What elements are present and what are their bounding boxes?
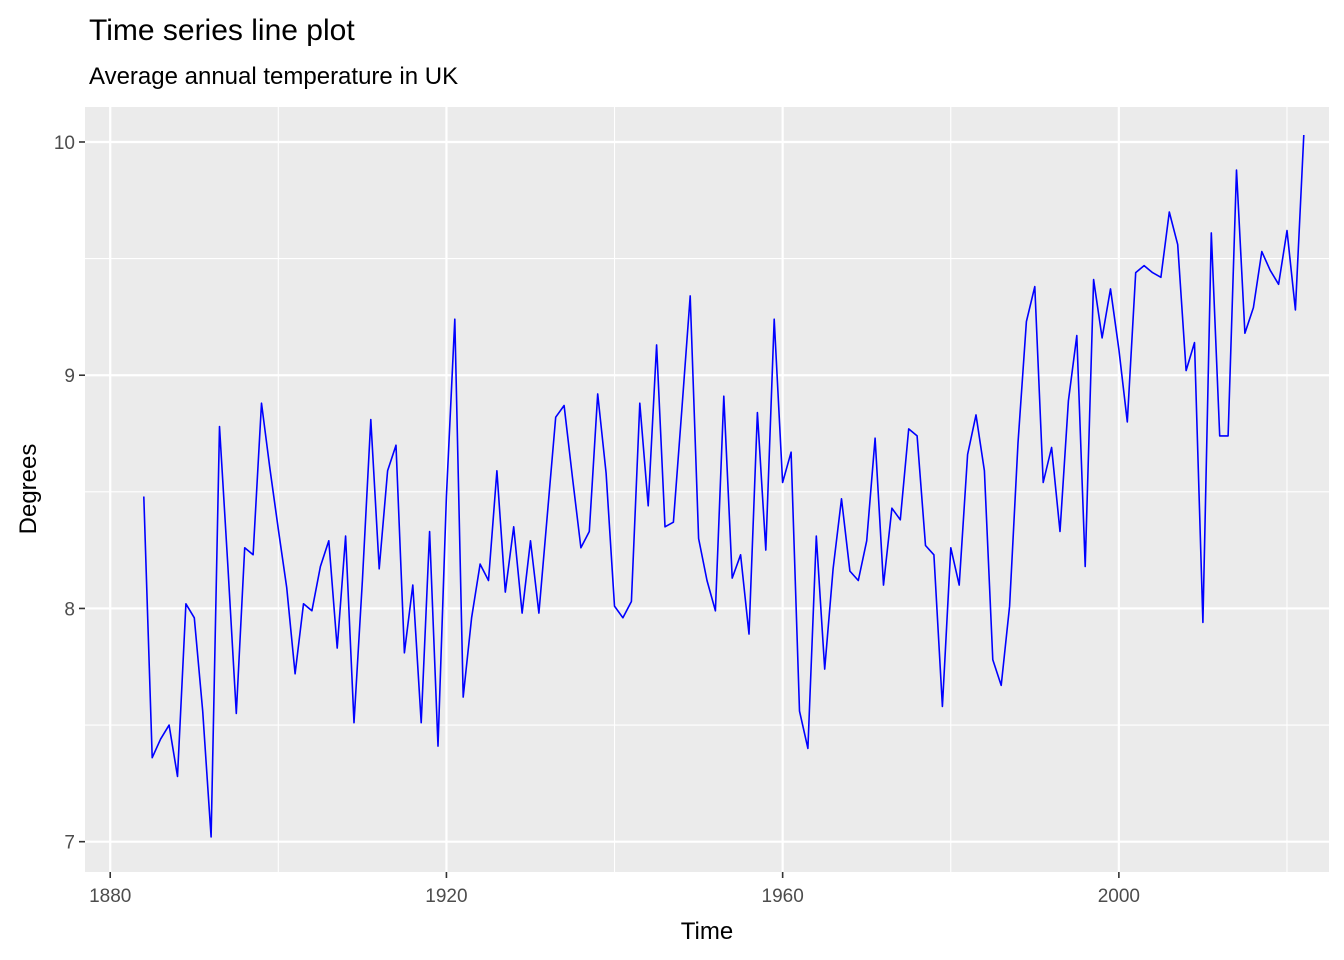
x-tick-label: 2000 [1098, 886, 1140, 907]
x-tick-label: 1920 [425, 886, 467, 907]
y-axis-title: Degrees [15, 444, 42, 535]
x-tick-label: 1880 [89, 886, 131, 907]
y-tick-label: 7 [64, 833, 75, 854]
temperature-series-line [143, 134, 1305, 838]
chart-subtitle: Average annual temperature in UK [89, 63, 458, 90]
y-axis: 7 8 9 10 [54, 133, 85, 854]
y-tick-label: 9 [64, 366, 75, 387]
plot-panel [85, 107, 1329, 872]
chart-title: Time series line plot [89, 14, 355, 47]
x-axis-title: Time [681, 918, 733, 945]
x-axis: 1880 1920 1960 2000 [89, 872, 1140, 907]
y-tick-label: 10 [54, 133, 75, 154]
y-tick-label: 8 [64, 599, 75, 620]
x-tick-label: 1960 [762, 886, 804, 907]
